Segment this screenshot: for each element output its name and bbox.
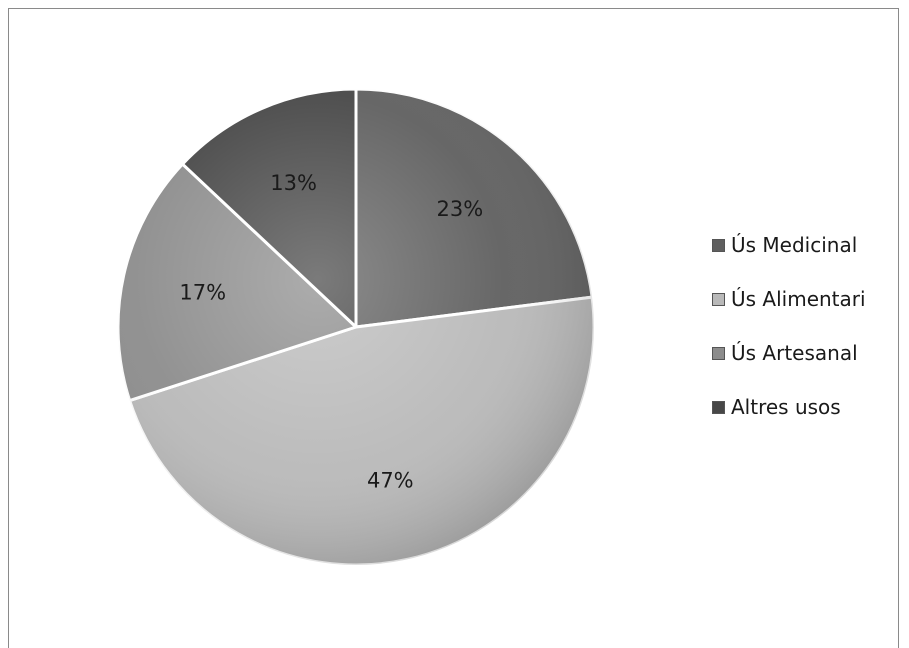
legend-swatch <box>712 238 725 252</box>
data-label-us-alimentari: 47% <box>367 468 414 492</box>
legend-swatch <box>712 346 725 360</box>
legend-label: Altres usos <box>731 395 841 419</box>
data-label-altres-usos: 13% <box>270 171 317 195</box>
legend-item-us-medicinal: Ús Medicinal <box>712 232 866 258</box>
legend-label: Ús Medicinal <box>731 233 858 257</box>
data-label-us-medicinal: 23% <box>437 197 484 221</box>
pie-slices <box>116 87 596 567</box>
legend-swatch <box>712 400 725 414</box>
legend-swatch <box>712 292 725 306</box>
legend-item-altres-usos: Altres usos <box>712 394 866 420</box>
pie-data-labels: 23% 47% 17% 13% <box>179 171 484 492</box>
legend-label: Ús Artesanal <box>731 341 858 365</box>
legend-label: Ús Alimentari <box>731 287 866 311</box>
legend-item-us-artesanal: Ús Artesanal <box>712 340 866 366</box>
legend-item-us-alimentari: Ús Alimentari <box>712 286 866 312</box>
data-label-us-artesanal: 17% <box>179 281 226 305</box>
legend: Ús Medicinal Ús Alimentari Ús Artesanal … <box>712 232 866 448</box>
